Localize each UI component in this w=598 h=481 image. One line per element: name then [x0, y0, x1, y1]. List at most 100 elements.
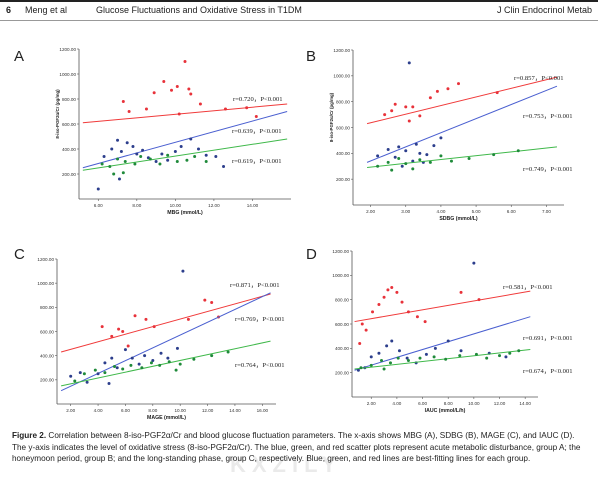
data-point-green [498, 354, 502, 358]
x-axis-title: SDBG (mmol/L) [439, 216, 478, 222]
panel-letter: A [14, 48, 24, 65]
data-point-green [175, 160, 179, 163]
correlation-label: r=0.581，P<0.001 [503, 284, 553, 291]
x-axis-title: MAGE (mmol/L) [147, 415, 186, 421]
panel-letter: B [306, 48, 316, 65]
data-point-blue [400, 164, 404, 168]
data-point-red [186, 317, 190, 321]
data-point-green [166, 153, 170, 157]
data-point-blue [377, 351, 381, 355]
x-tick-label: 3.00 [401, 209, 410, 214]
x-tick-label: 16.00 [257, 408, 269, 413]
data-point-red [446, 87, 450, 91]
data-point-red [110, 334, 114, 338]
y-tick-label: 800.00 [62, 97, 76, 102]
data-point-green [116, 157, 120, 161]
data-point-red [382, 295, 386, 299]
y-tick-label: 1000.00 [333, 74, 350, 79]
x-tick-label: 6.00 [94, 203, 103, 208]
caption-lead: Figure 2. [12, 431, 47, 440]
data-point-blue [390, 339, 394, 343]
y-tick-label: 400.00 [62, 147, 76, 152]
x-axis-title: IAUC (mmol/L/h) [425, 408, 466, 414]
data-point-green [458, 354, 462, 358]
data-point-blue [173, 150, 177, 153]
data-point-blue [433, 346, 437, 350]
data-point-blue [459, 349, 463, 353]
data-point-red [254, 115, 258, 118]
data-point-red [210, 301, 214, 304]
journal-header: 6 Meng et al Glucose Fluctuations and Ox… [0, 0, 598, 22]
data-point-green [192, 357, 196, 361]
x-tick-label: 2.00 [367, 401, 376, 406]
correlation-label: r=0.753，P<0.001 [523, 113, 573, 120]
data-point-green [82, 372, 86, 376]
y-tick-label: 200.00 [336, 177, 350, 182]
data-point-blue [397, 349, 401, 353]
data-point-red [423, 320, 427, 324]
data-point-green [140, 366, 144, 370]
data-point-green [485, 356, 489, 360]
data-point-blue [96, 372, 100, 376]
page-number: 6 [6, 5, 12, 15]
panel-a: A 200.00 400.00 600.00 800.00 1000.00 1200.00 6… [14, 47, 291, 216]
data-point-red [198, 102, 202, 106]
data-point-blue [179, 145, 183, 148]
y-tick-label: 400.00 [40, 353, 54, 358]
y-axis-title: 8-iso-PGF2α/Cr (pg/mg) [55, 89, 60, 139]
data-point-blue [189, 137, 193, 141]
y-tick-label: 800.00 [335, 297, 349, 302]
data-point-red [360, 322, 364, 326]
data-point-blue [116, 138, 120, 142]
panel-letter: C [14, 246, 25, 263]
data-point-red [126, 344, 130, 348]
data-point-red [152, 91, 156, 95]
data-point-blue [135, 152, 139, 156]
data-point-red [377, 303, 381, 307]
running-title: Glucose Fluctuations and Oxidative Stres… [96, 5, 302, 15]
data-point-blue [110, 147, 114, 151]
figure-caption: Figure 2. Correlation between 8-iso-PGF2… [12, 430, 586, 465]
data-point-green [174, 368, 178, 372]
data-point-red [418, 114, 422, 118]
x-axis-title: MBG (mmol/L) [167, 210, 203, 216]
data-point-green [158, 363, 162, 367]
data-point-green [404, 162, 408, 166]
data-point-blue [196, 147, 200, 151]
data-point-red [364, 328, 368, 332]
x-tick-label: 6.00 [121, 408, 130, 413]
data-point-blue [407, 61, 411, 65]
fit-line-green [367, 146, 558, 169]
y-axis-title: 8-iso-PGF2α/Cr (pg/mg) [329, 92, 334, 142]
data-point-red [121, 330, 125, 333]
correlation-label: r=0.619，P<0.001 [232, 158, 282, 165]
y-tick-label: 1000.00 [332, 273, 349, 278]
data-point-red [187, 87, 191, 91]
correlation-label: r=0.720，P<0.001 [233, 96, 283, 103]
data-point-green [148, 157, 152, 161]
y-tick-label: 400.00 [335, 346, 349, 351]
data-point-blue [504, 355, 508, 359]
x-tick-label: 8.00 [444, 401, 453, 406]
data-point-blue [166, 158, 170, 162]
data-point-red [358, 341, 362, 345]
data-point-blue [411, 159, 415, 163]
data-point-green [411, 167, 415, 171]
data-point-green [396, 356, 400, 360]
data-point-blue [369, 355, 373, 359]
data-point-red [121, 100, 125, 103]
data-point-blue [115, 366, 119, 370]
x-tick-label: 14.00 [247, 203, 259, 208]
data-point-red [386, 288, 390, 292]
x-tick-label: 7.00 [542, 209, 551, 214]
data-point-green [112, 172, 116, 176]
data-point-blue [432, 144, 436, 148]
panel-letter: D [306, 246, 317, 263]
data-point-red [245, 106, 249, 110]
fit-line-red [60, 293, 271, 353]
data-point-blue [143, 354, 147, 358]
data-point-blue [125, 141, 129, 145]
data-point-green [193, 155, 197, 158]
data-point-red [177, 112, 181, 116]
data-point-red [393, 102, 397, 106]
